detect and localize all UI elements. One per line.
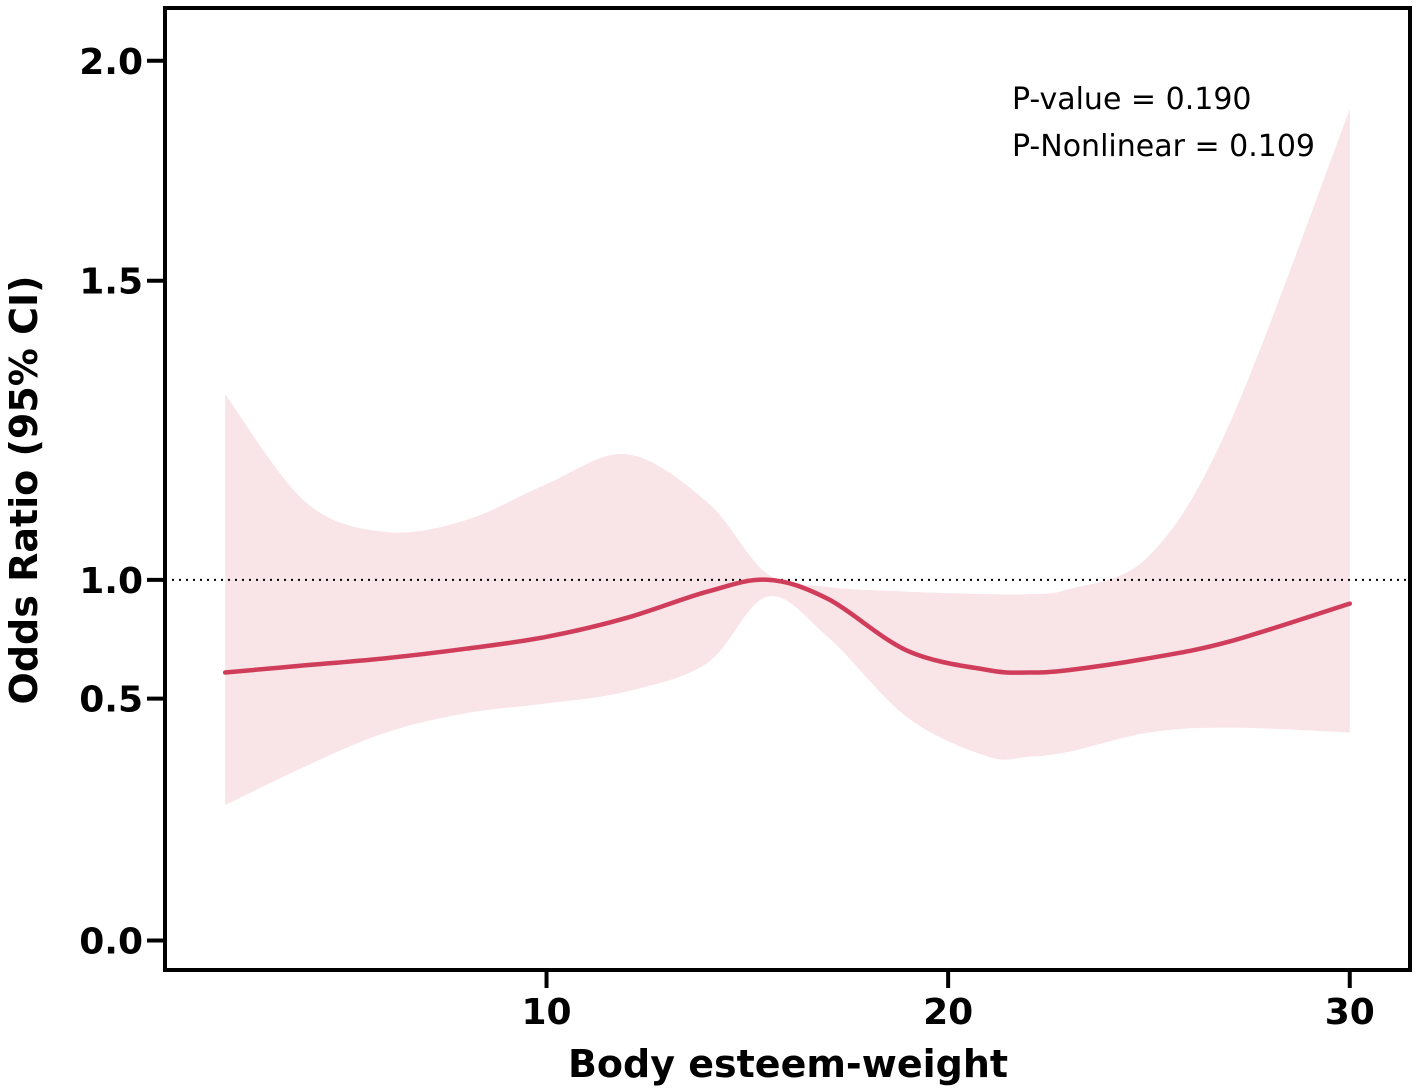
plot-area (225, 109, 1350, 805)
y-tick-label: 2.0 (79, 42, 143, 83)
p-nonlinear-annotation: P-Nonlinear = 0.109 (1012, 129, 1315, 164)
x-tick-label: 10 (521, 992, 571, 1033)
plot-frame (163, 6, 1412, 972)
y-tick-label: 0.5 (79, 680, 143, 721)
odds-ratio-line (222, 577, 1353, 675)
x-axis: 10 20 30 (521, 970, 1375, 1033)
x-axis-title: Body esteem-weight (568, 1042, 1008, 1086)
y-tick-label: 1.0 (79, 561, 143, 602)
series-line-group (222, 577, 1353, 675)
x-tick-label: 30 (1325, 992, 1375, 1033)
p-value-annotation: P-value = 0.190 (1012, 82, 1252, 117)
x-tick-label: 20 (923, 992, 973, 1033)
confidence-band (225, 109, 1350, 805)
y-tick-label: 0.0 (79, 922, 143, 963)
y-tick-label: 1.5 (79, 262, 143, 303)
y-axis-title: Odds Ratio (95% CI) (2, 276, 46, 705)
y-axis: 0.0 0.5 1.0 1.5 2.0 (79, 42, 165, 963)
